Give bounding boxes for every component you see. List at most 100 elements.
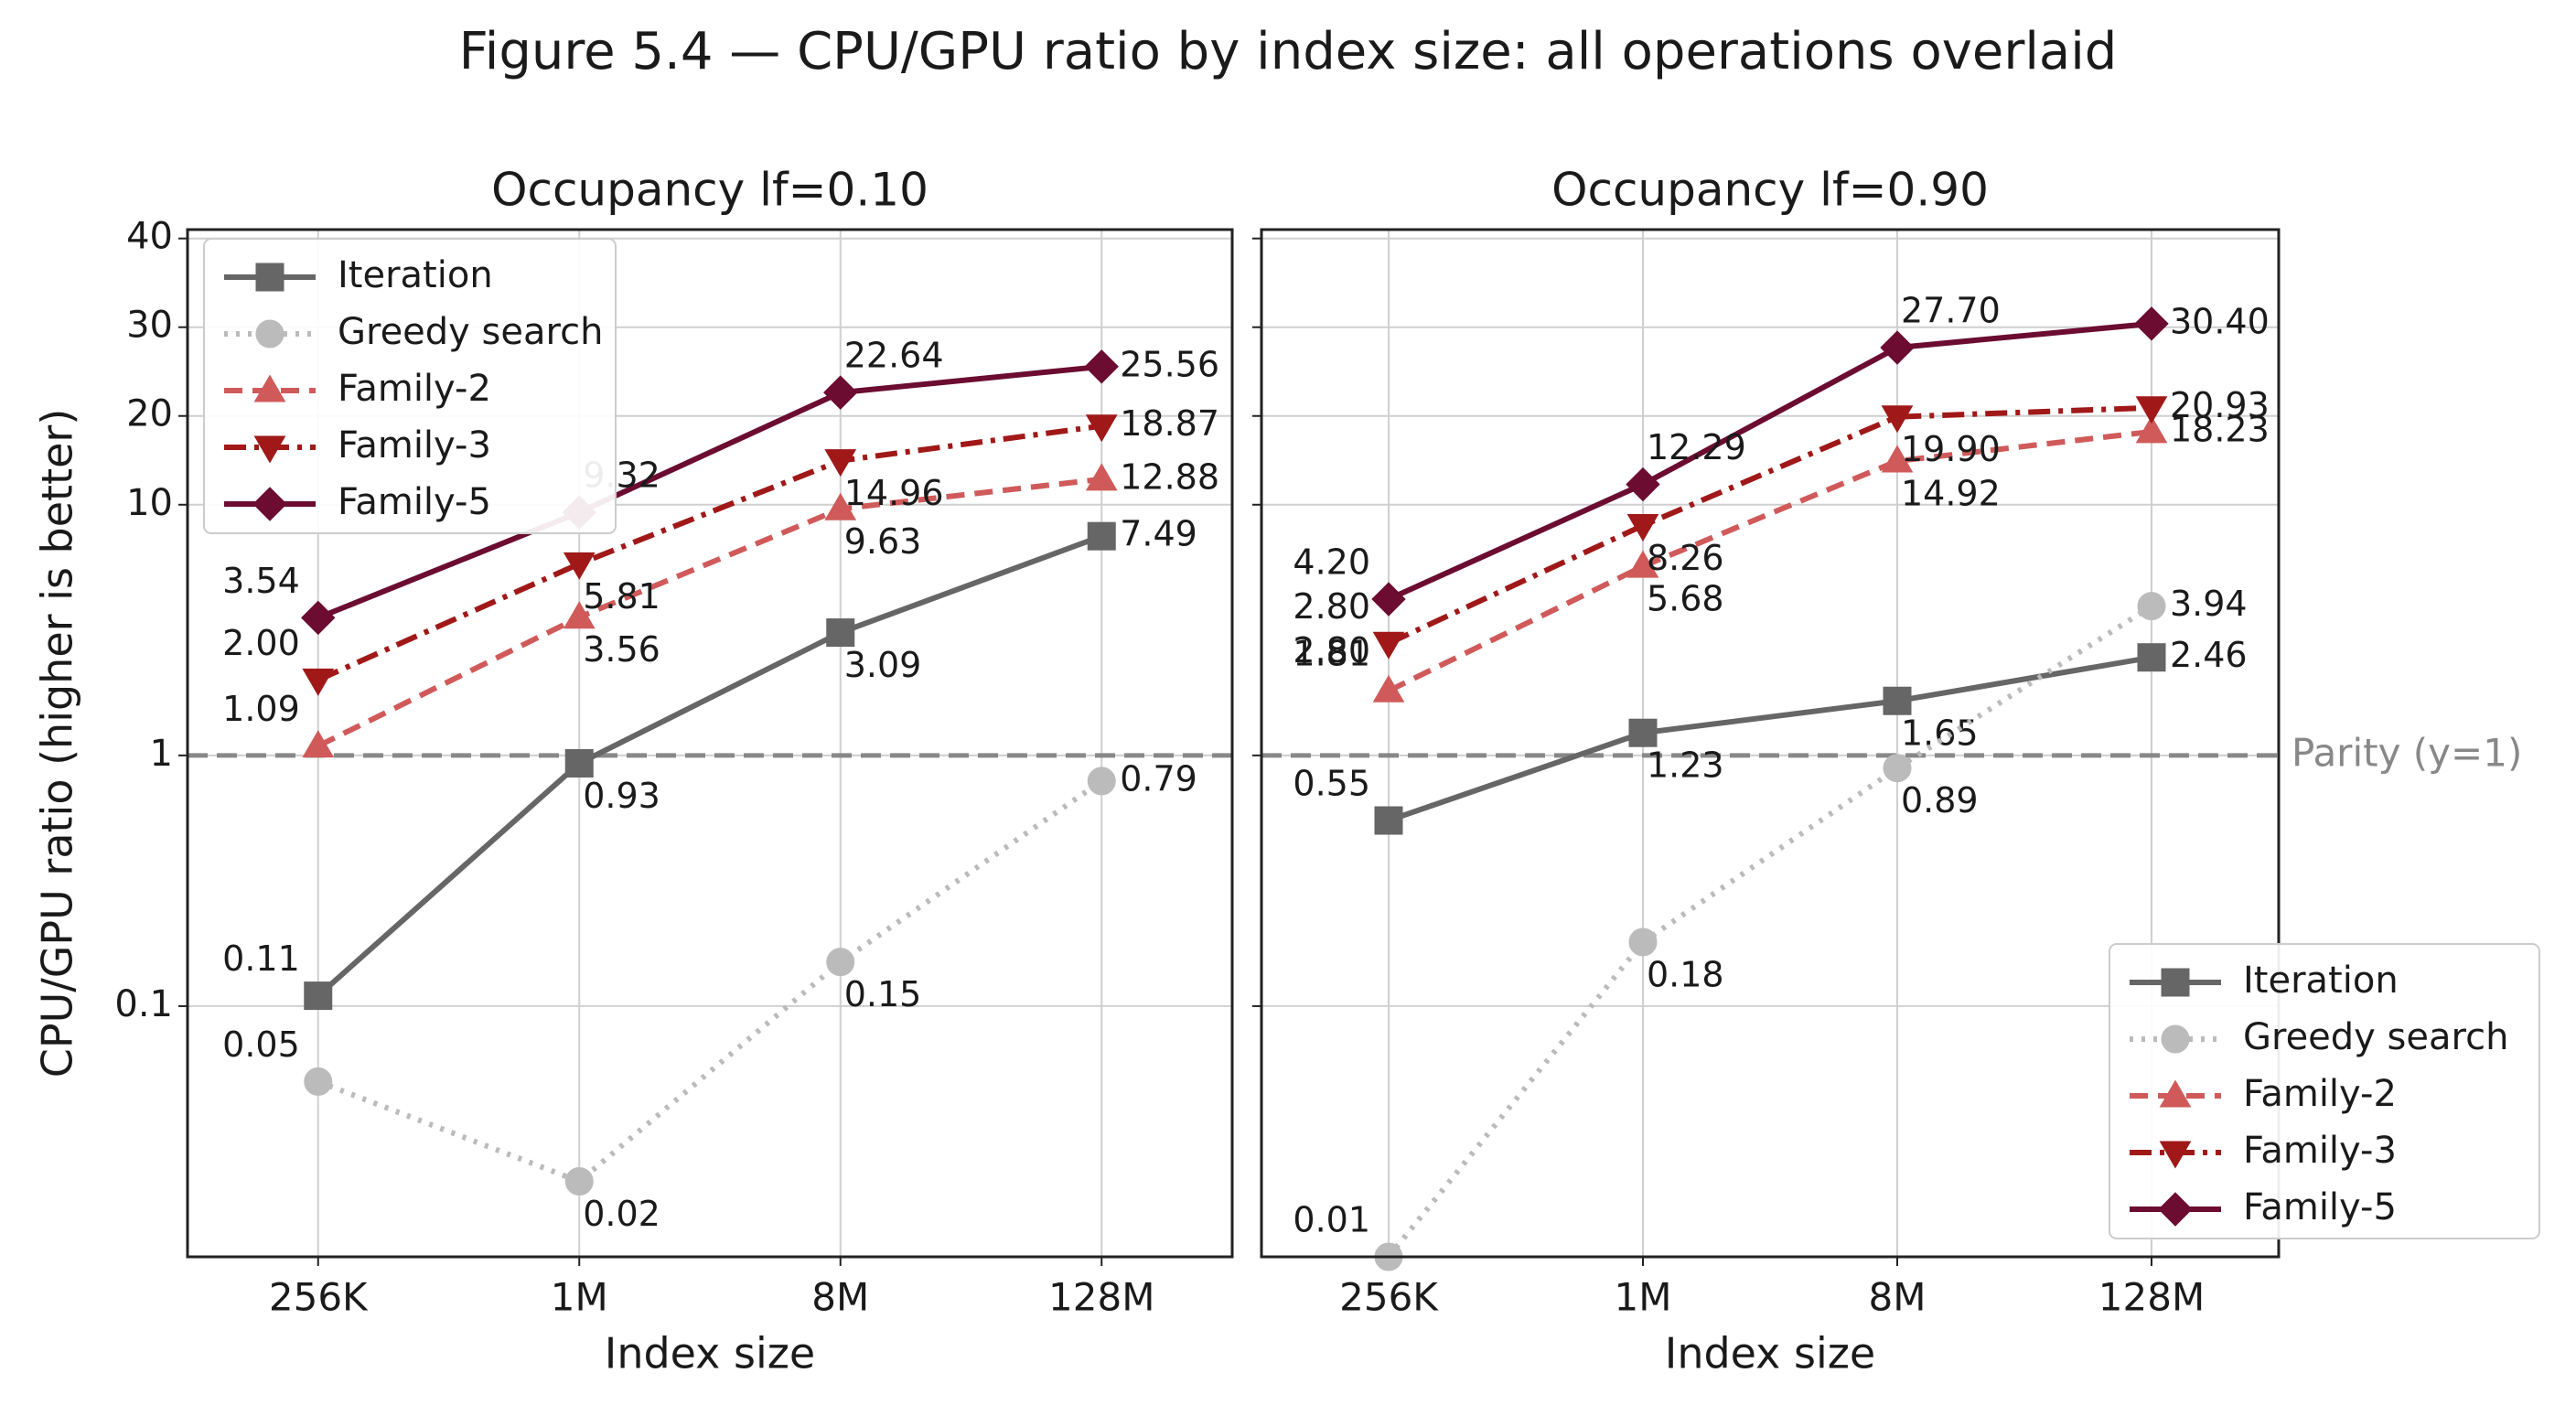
data-point (1372, 631, 1405, 660)
x-axis-title: Index size (1665, 1329, 1875, 1378)
figure-title: Figure 5.4 — CPU/GPU ratio by index size… (459, 22, 2118, 81)
data-point (302, 730, 335, 758)
y-axis-title: CPU/GPU ratio (higher is better) (33, 409, 82, 1078)
series-line (317, 423, 1102, 683)
legend-marker (2158, 1192, 2193, 1227)
data-label: 25.56 (1120, 344, 1219, 384)
data-label: 14.92 (1901, 474, 2001, 514)
series-line (1387, 320, 2152, 602)
data-point (1881, 405, 1914, 434)
plot-frame (186, 228, 1234, 1259)
y-tick-label: 0.1 (114, 983, 173, 1025)
data-point (304, 981, 333, 1011)
legend-label: Family-5 (2243, 1186, 2397, 1228)
x-tick-label: 128M (1048, 1275, 1154, 1320)
data-point (1085, 463, 1118, 491)
legend-label: Iteration (2243, 960, 2399, 1002)
data-label: 0.01 (1293, 1200, 1370, 1240)
data-point (1084, 349, 1119, 384)
legend-marker (252, 487, 287, 521)
series-line (1386, 604, 2153, 1259)
legend-marker (2161, 968, 2190, 997)
data-point (1626, 467, 1660, 502)
data-label: 3.09 (844, 645, 922, 685)
data-point (1626, 514, 1659, 542)
annotation: 2.80 (1293, 630, 1370, 670)
legend-marker (2159, 1079, 2192, 1108)
data-point (1883, 686, 1912, 715)
data-label: 20.93 (2170, 385, 2270, 425)
data-point (1628, 928, 1658, 957)
x-tick-label: 1M (1615, 1275, 1672, 1320)
series-line (316, 533, 1103, 998)
legend-label: Family-3 (338, 424, 491, 467)
legend-label: Family-5 (338, 481, 491, 523)
plot-frame (1260, 228, 2281, 1259)
legend-marker (2159, 1141, 2192, 1169)
data-point (2135, 415, 2168, 444)
series-line (317, 363, 1102, 621)
x-tick-label: 8M (1869, 1275, 1927, 1320)
legend-box (203, 238, 617, 534)
panel-title: Occupancy lf=0.90 (1551, 164, 1989, 217)
data-point (1371, 582, 1406, 617)
legend-marker (255, 263, 284, 292)
data-label: 22.64 (844, 336, 944, 376)
series-line (317, 476, 1102, 749)
data-label: 1.23 (1647, 745, 1724, 786)
data-label: 8.26 (1647, 538, 1724, 578)
series-line (1387, 404, 2152, 647)
data-label: 18.87 (1120, 403, 1219, 444)
data-label: 4.20 (1293, 542, 1370, 583)
data-point (826, 618, 855, 648)
data-point (2137, 592, 2166, 621)
x-tick-label: 256K (1339, 1275, 1439, 1320)
x-tick-label: 1M (551, 1275, 608, 1320)
legend-marker (2161, 1024, 2190, 1054)
data-label: 1.81 (1293, 634, 1370, 674)
legend-marker (253, 374, 286, 402)
data-label: 0.02 (583, 1194, 660, 1234)
data-label: 1.09 (222, 689, 300, 729)
data-label: 0.18 (1647, 954, 1724, 994)
data-point (564, 748, 594, 778)
data-label: 0.55 (1293, 764, 1370, 804)
data-label: 3.56 (583, 629, 660, 670)
data-label: 7.49 (1120, 514, 1197, 554)
data-label: 0.93 (583, 776, 660, 816)
data-label: 18.23 (2170, 409, 2270, 449)
series-line (317, 778, 1103, 1185)
data-label: 2.00 (222, 623, 300, 663)
data-point (1880, 330, 1915, 365)
data-label: 3.94 (2170, 584, 2248, 624)
data-point (1626, 550, 1659, 578)
data-label: 0.15 (844, 974, 922, 1014)
legend-label: Family-2 (338, 368, 491, 410)
x-axis-title: Index size (605, 1329, 815, 1378)
data-label: 3.54 (222, 561, 300, 601)
data-point (2135, 396, 2168, 424)
panel-title: Occupancy lf=0.10 (491, 164, 928, 217)
legend-label: Family-3 (2243, 1130, 2397, 1172)
legend-marker (253, 435, 286, 464)
data-label: 2.80 (1293, 586, 1370, 627)
legend-label: Family-2 (2243, 1073, 2397, 1115)
x-tick-label: 8M (811, 1275, 869, 1320)
data-label: 0.79 (1120, 758, 1197, 799)
legend-label: Greedy search (338, 311, 603, 353)
data-point (1085, 414, 1118, 443)
data-label: 1.65 (1901, 713, 1979, 754)
data-label: 0.05 (222, 1024, 300, 1065)
data-label: 2.46 (2170, 635, 2248, 675)
data-point (1374, 806, 1403, 835)
series-line (1388, 654, 2152, 823)
y-tick-label: 1 (150, 733, 173, 775)
y-tick-label: 30 (126, 305, 173, 347)
data-point (1883, 754, 1912, 783)
y-tick-label: 10 (126, 482, 173, 524)
y-tick-label: 40 (126, 216, 173, 258)
data-point (302, 668, 335, 696)
x-tick-label: 256K (269, 1275, 369, 1320)
